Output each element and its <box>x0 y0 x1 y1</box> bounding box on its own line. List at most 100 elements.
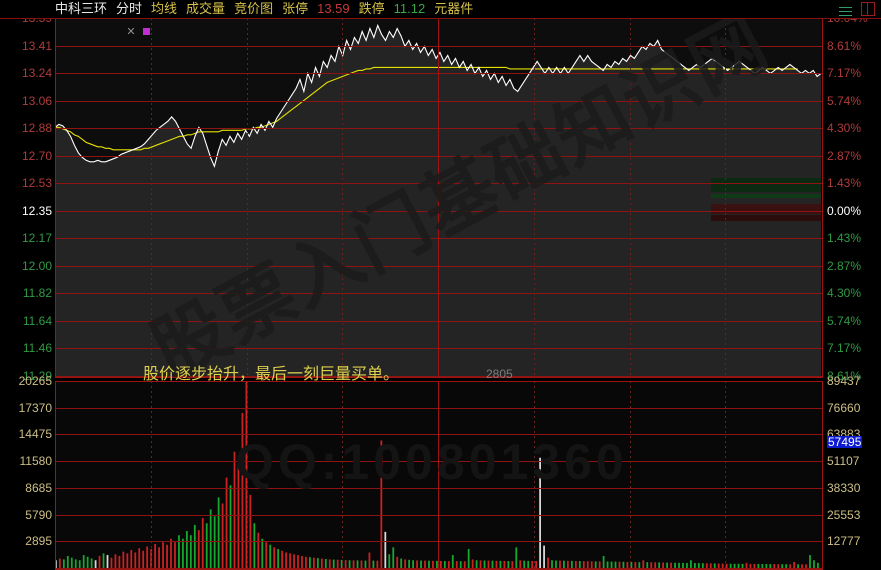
order-depth-band <box>711 204 821 214</box>
price-gridline <box>55 348 823 349</box>
price-time-divider <box>630 18 631 378</box>
volume-bar <box>368 552 371 568</box>
volume-bar <box>725 563 728 568</box>
volume-bar <box>443 561 446 568</box>
tab-fenshi[interactable]: 分时 <box>116 1 143 16</box>
volume-bar <box>630 561 633 568</box>
volume-chart-plot[interactable]: QQ:100801360 <box>55 381 823 570</box>
volume-bar <box>463 561 466 568</box>
price-chart-plot[interactable]: 股票入门基础知识网 <box>55 18 823 378</box>
volume-bar <box>245 381 248 568</box>
volume-bar <box>563 560 565 568</box>
volume-bar <box>412 560 414 568</box>
volume-bar <box>78 560 81 568</box>
volume-axis-label: 2895 <box>25 534 52 548</box>
volume-bar <box>551 560 553 568</box>
volume-bar <box>162 542 164 568</box>
volume-bar <box>289 553 291 568</box>
percent-axis-label: 7.17% <box>827 341 862 355</box>
price-gridline <box>55 46 823 47</box>
volume-bar <box>428 560 430 568</box>
volume-axis-label: 25553 <box>827 508 861 522</box>
volume-bar <box>515 547 518 568</box>
volume-bar <box>447 561 450 568</box>
volume-bar <box>102 553 105 568</box>
volume-gridline <box>55 541 823 542</box>
volume-bar <box>757 563 760 568</box>
price-gridline <box>55 211 823 212</box>
volume-bar <box>297 555 299 568</box>
volume-bar <box>451 555 454 568</box>
volume-time-divider <box>438 381 439 570</box>
volume-bar <box>785 564 788 568</box>
volume-bar <box>582 561 585 568</box>
volume-bar <box>439 560 442 568</box>
volume-marker-label: 2805 <box>486 367 513 381</box>
volume-bar <box>658 562 661 568</box>
price-axis-label: 13.24 <box>21 66 52 80</box>
volume-bar <box>328 559 331 568</box>
volume-bar <box>221 503 224 568</box>
volume-bar <box>209 509 212 568</box>
menu-icon[interactable] <box>839 4 852 16</box>
price-axis-label: 11.29 <box>22 369 52 383</box>
volume-bar <box>499 560 502 568</box>
volume-bar <box>213 516 216 568</box>
volume-bar <box>158 547 160 568</box>
volume-bar <box>364 560 367 568</box>
percent-axis-label: 0.00% <box>827 204 862 218</box>
price-axis-label: 12.88 <box>21 121 52 135</box>
volume-bar <box>110 557 113 568</box>
volume-bar <box>185 530 188 568</box>
volume-axis-label: 20265 <box>18 374 52 388</box>
volume-bar <box>90 558 93 568</box>
volume-bar <box>217 497 220 568</box>
volume-bar <box>519 560 522 568</box>
volume-bar <box>269 544 272 568</box>
volume-bar <box>531 560 534 568</box>
volume-axis-label: 89437 <box>827 374 861 388</box>
volume-bar <box>697 563 700 568</box>
tab-jingjiatu[interactable]: 竞价图 <box>234 1 274 16</box>
right-axis: 10.04%8.61%7.17%5.74%4.30%2.87%1.43%0.00… <box>823 0 881 570</box>
volume-bar <box>467 549 470 568</box>
volume-bar <box>586 561 589 568</box>
volume-bar <box>408 559 411 568</box>
volume-bar <box>376 560 379 568</box>
volume-bar <box>86 556 89 568</box>
volume-bar <box>566 560 569 568</box>
volume-bar <box>535 561 538 568</box>
volume-time-divider <box>151 381 152 570</box>
tab-junxian[interactable]: 均线 <box>151 1 178 16</box>
volume-bar <box>610 561 613 568</box>
order-depth-band <box>711 178 821 192</box>
volume-bar <box>122 551 125 568</box>
volume-bar <box>178 535 180 568</box>
volume-gridline <box>55 461 823 462</box>
tab-chengjiaoliang[interactable]: 成交量 <box>186 1 226 16</box>
volume-bar <box>420 560 422 568</box>
volume-bar <box>384 531 387 568</box>
volume-bar <box>741 563 744 568</box>
volume-bar <box>388 554 391 568</box>
volume-bar <box>277 549 280 568</box>
volume-bar <box>602 555 605 568</box>
price-axis-label: 12.70 <box>21 149 52 163</box>
volume-axis-label: 12777 <box>827 534 861 548</box>
volume-bar <box>805 564 807 568</box>
volume-bar <box>229 485 232 568</box>
volume-bar <box>753 563 756 568</box>
volume-bar <box>737 563 740 568</box>
volume-bar <box>693 563 696 568</box>
volume-bar <box>348 560 351 568</box>
volume-bar <box>352 560 355 568</box>
volume-bar <box>94 560 97 568</box>
volume-bar <box>293 554 295 568</box>
volume-bar <box>547 557 549 568</box>
volume-bar <box>813 560 815 568</box>
volume-axis-label: 38330 <box>827 481 861 495</box>
split-window-icon[interactable] <box>861 2 875 16</box>
price-time-divider <box>151 18 152 378</box>
volume-bar <box>797 564 799 568</box>
